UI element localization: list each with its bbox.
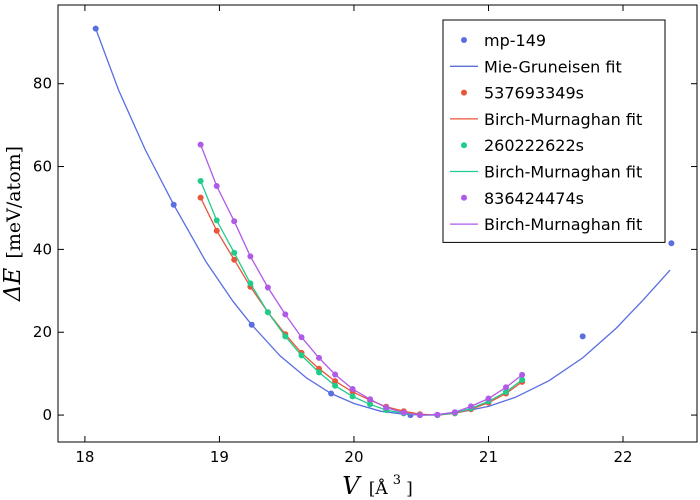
data-point	[298, 352, 305, 359]
data-point	[213, 183, 220, 189]
data-point	[367, 396, 374, 403]
data-point	[197, 141, 204, 148]
data-point	[213, 227, 220, 234]
series-layer	[92, 25, 675, 419]
x-tick-label: 21	[479, 448, 498, 466]
x-tick-label: 22	[613, 448, 632, 466]
data-point	[332, 382, 339, 389]
legend-marker	[461, 89, 467, 96]
y-axis-label: ΔE [meV/atom]	[0, 146, 26, 302]
legend-label: Birch-Murnaghan fit	[484, 110, 642, 129]
y-tick-label: 60	[33, 158, 52, 176]
legend-entry: Birch-Murnaghan fit	[450, 110, 642, 129]
data-point	[349, 386, 356, 392]
data-point	[349, 393, 356, 400]
legend-entry: 537693349s	[461, 84, 584, 103]
y-tick-label: 40	[33, 240, 52, 258]
data-point	[579, 333, 586, 340]
legend-entry: Birch-Murnaghan fit	[450, 163, 642, 182]
x-tick-label: 18	[75, 448, 94, 466]
x-axis-label-unit: [Å	[369, 478, 389, 499]
legend-entry: mp-149	[461, 31, 546, 50]
data-point	[383, 404, 390, 411]
data-point	[316, 354, 322, 361]
fit-line-1	[95, 28, 671, 416]
data-point	[298, 334, 305, 341]
data-point	[316, 369, 322, 376]
x-axis-label-main: V	[342, 472, 362, 500]
legend-label: mp-149	[484, 31, 546, 50]
data-point	[231, 218, 238, 225]
series-mp-149	[92, 25, 675, 419]
data-point	[213, 217, 220, 224]
data-point	[332, 378, 339, 385]
legend-label: 537693349s	[484, 84, 584, 103]
plot-frame	[57, 4, 698, 443]
x-axis-label: V [Å 3 ]	[342, 469, 412, 500]
y-tick-label: 0	[42, 406, 52, 424]
data-point	[264, 284, 271, 291]
data-point	[170, 201, 177, 208]
legend-label: Birch-Murnaghan fit	[484, 163, 642, 182]
data-point	[247, 280, 254, 287]
legend-marker	[461, 194, 467, 201]
data-point	[485, 395, 492, 402]
data-point	[282, 333, 289, 340]
legend-marker	[461, 37, 467, 43]
data-point	[400, 409, 407, 416]
data-point	[451, 409, 458, 416]
legend-box	[442, 19, 666, 243]
data-point	[248, 321, 255, 328]
data-point	[282, 311, 289, 318]
data-point	[231, 256, 238, 263]
legend-marker	[461, 142, 467, 149]
data-point	[328, 390, 335, 397]
data-point	[332, 371, 339, 378]
data-point	[247, 253, 254, 260]
data-point	[416, 412, 423, 419]
legend-entry: Birch-Murnaghan fit	[450, 215, 642, 234]
data-point	[519, 376, 526, 383]
series-836424474s	[197, 141, 526, 419]
legend: mp-149 Mie-Gruneisen fit 537693349s Birch-M…	[442, 19, 666, 243]
legend-label: 260222622s	[484, 136, 584, 155]
y-axis-label-unit: [meV/atom]	[3, 146, 25, 259]
ticks-layer: 18 19 20 21 22 0 20 40 60 80	[33, 5, 697, 466]
x-tick-label: 19	[210, 448, 229, 466]
data-point	[92, 25, 99, 32]
x-tick-label: 20	[344, 448, 363, 466]
data-point	[197, 178, 204, 184]
x-axis-label-close: ]	[406, 479, 413, 499]
data-point	[519, 371, 526, 378]
legend-label: Mie-Gruneisen fit	[484, 57, 622, 76]
legend-label: 836424474s	[484, 189, 584, 208]
legend-entry: 836424474s	[461, 189, 584, 208]
data-point	[231, 249, 238, 256]
data-point	[434, 411, 441, 418]
y-tick-label: 20	[33, 323, 52, 341]
x-axis-label-exp: 3	[393, 473, 401, 488]
y-axis-label-main: ΔE	[0, 267, 26, 302]
data-point	[197, 194, 204, 201]
data-point	[503, 388, 509, 395]
data-point	[367, 401, 374, 408]
legend-label: Birch-Murnaghan fit	[484, 215, 642, 234]
data-point	[264, 309, 271, 316]
data-point	[468, 403, 474, 410]
data-point	[503, 384, 509, 391]
legend-entry: 260222622s	[461, 136, 584, 155]
data-point	[668, 240, 675, 247]
y-tick-label: 80	[33, 75, 52, 93]
legend-entry: Mie-Gruneisen fit	[450, 57, 622, 76]
